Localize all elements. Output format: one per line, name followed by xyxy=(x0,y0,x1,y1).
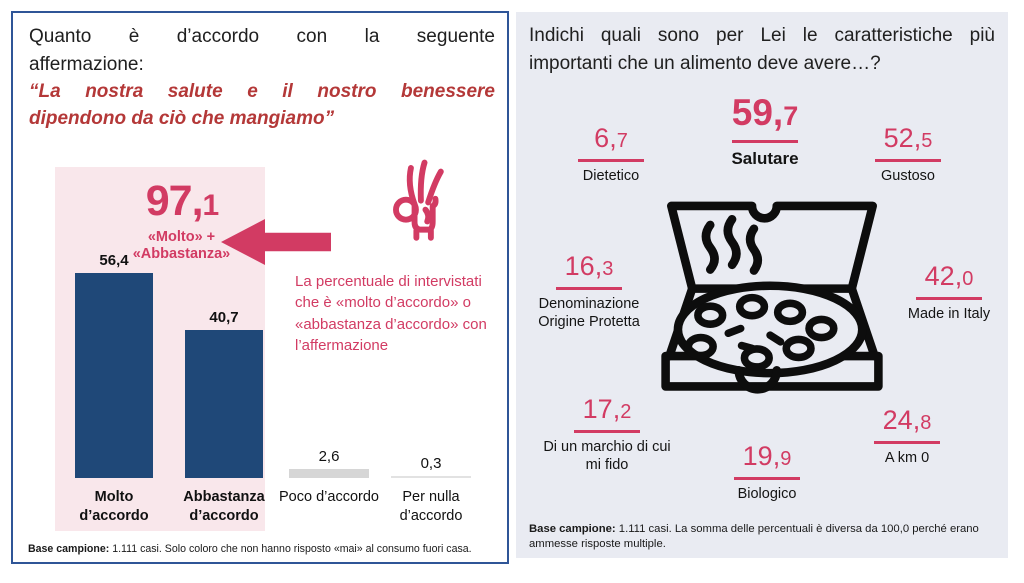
right-title-line1: Indichi quali sono per Lei le caratteris… xyxy=(529,25,995,46)
stat-label: Biologico xyxy=(737,486,797,503)
stat-value: 59,7 xyxy=(650,92,880,133)
right-panel: Indichi quali sono per Lei le caratteris… xyxy=(516,12,1008,558)
bar-rect xyxy=(185,329,263,478)
bar-value-label: 2,6 xyxy=(318,447,340,465)
bar-group-per-nulla: 0,3 xyxy=(391,455,471,478)
stat-value-int: 6, xyxy=(594,123,617,153)
annotation-sublabel-line1: «Molto» + xyxy=(147,229,216,245)
annotation-value-dec: 1 xyxy=(202,189,220,222)
stat-label: Salutare xyxy=(731,148,799,168)
stat-value: 42,0 xyxy=(888,262,1010,290)
stat-value-int: 24, xyxy=(882,405,921,435)
stat-underline xyxy=(556,287,622,291)
stat-item-marchio: 17,2 Di un marchio di cui mi fido xyxy=(538,395,676,475)
bar-group-abbastanza: 40,7 xyxy=(185,309,263,478)
bar-category-label: Abbastanza d’accordo xyxy=(183,489,265,524)
quote-line1: “La nostra salute e il nostro benessere xyxy=(29,81,495,102)
stat-value: 52,5 xyxy=(844,124,972,152)
annotation-sublabel: «Molto» + «Abbastanza» xyxy=(109,229,254,262)
bar-group-poco: 2,6 xyxy=(289,448,369,478)
stat-value: 6,7 xyxy=(546,124,676,152)
stat-label: Dietetico xyxy=(582,168,640,185)
stat-label: Made in Italy xyxy=(907,306,991,323)
stat-underline xyxy=(734,477,800,481)
right-title-line2: importanti che un alimento deve avere…? xyxy=(529,52,881,74)
right-footnote-bold: Base campione: xyxy=(529,522,616,535)
right-panel-title: Indichi quali sono per Lei le caratteris… xyxy=(529,22,995,77)
left-footnote-text: 1.111 casi. Solo coloro che non hanno ri… xyxy=(109,543,472,555)
left-footnote: Base campione: 1.111 casi. Solo coloro c… xyxy=(28,543,498,555)
stat-label: A km 0 xyxy=(884,450,930,467)
bar-group-molto: 56,4 xyxy=(75,252,153,478)
stat-underline xyxy=(732,139,798,143)
ok-hand-icon xyxy=(393,159,444,241)
left-title-line2: affermazione: xyxy=(29,53,144,75)
left-panel-title: Quanto è d’accordo con la seguente affer… xyxy=(29,23,495,78)
bar-category-label: Per nulla d’accordo xyxy=(399,489,463,524)
stat-label: Denominazione Origine Protetta xyxy=(538,296,640,331)
stat-value-int: 16, xyxy=(564,251,603,281)
stat-value-dec: 3 xyxy=(602,258,614,280)
annotation-sublabel-line2: «Abbastanza» xyxy=(132,245,231,262)
stat-value-int: 17, xyxy=(582,394,621,424)
stat-value-int: 59, xyxy=(731,92,784,133)
stat-value-dec: 7 xyxy=(616,130,628,152)
stat-item-biologico: 19,9 Biologico xyxy=(698,442,836,503)
annotation-value-int: 97, xyxy=(145,177,204,225)
stat-value: 17,2 xyxy=(538,395,676,423)
stat-value-dec: 2 xyxy=(620,401,632,423)
bar-rect xyxy=(391,475,471,478)
stat-item-gustoso: 52,5 Gustoso xyxy=(844,124,972,185)
stat-item-a-km-0: 24,8 A km 0 xyxy=(848,406,966,467)
bar-rect xyxy=(75,272,153,478)
stat-underline xyxy=(874,441,940,445)
stat-item-salutare: 59,7 Salutare xyxy=(650,92,880,169)
stat-value: 16,3 xyxy=(518,252,660,280)
annotation-value: 97,1 xyxy=(117,177,247,226)
bar-value-label: 0,3 xyxy=(420,454,442,472)
left-panel: Quanto è d’accordo con la seguente affer… xyxy=(11,11,509,564)
bar-value-label: 56,4 xyxy=(99,251,129,269)
stat-value-dec: 0 xyxy=(962,268,974,290)
bar-value-label: 40,7 xyxy=(209,308,239,326)
bar-category-label: Poco d’accordo xyxy=(279,489,379,505)
stat-item-made-in-italy: 42,0 Made in Italy xyxy=(888,262,1010,323)
stat-value-int: 42, xyxy=(924,261,963,291)
annotation-note: La percentuale di intervistati che è «mo… xyxy=(295,273,487,354)
stat-value: 24,8 xyxy=(848,406,966,434)
stat-value: 19,9 xyxy=(698,442,836,470)
right-footnote: Base campione: 1.111 casi. La somma dell… xyxy=(529,522,999,553)
left-panel-quote: “La nostra salute e il nostro benessere … xyxy=(29,79,495,133)
stat-value-dec: 9 xyxy=(780,448,792,470)
stat-underline xyxy=(574,430,640,434)
stat-value-dec: 5 xyxy=(921,130,933,152)
left-footnote-bold: Base campione: xyxy=(28,543,110,555)
stat-label: Gustoso xyxy=(881,168,935,185)
stat-value-dec: 7 xyxy=(783,101,799,131)
left-title-line1: Quanto è d’accordo con la seguente xyxy=(29,26,495,47)
quote-line2: dipendono da ciò che mangiamo” xyxy=(29,107,335,129)
pizza-box-icon xyxy=(661,201,883,394)
stat-value-dec: 8 xyxy=(920,412,932,434)
stat-item-denominazione-origine-protetta: 16,3 Denominazione Origine Protetta xyxy=(518,252,660,332)
stat-value-int: 52, xyxy=(883,123,922,153)
bar-rect xyxy=(289,468,369,478)
stat-underline xyxy=(578,159,644,163)
stat-value-int: 19, xyxy=(742,441,781,471)
right-footnote-text: 1.111 casi. La somma delle percentuali è… xyxy=(529,522,979,550)
bar-category-label: Molto d’accordo xyxy=(79,489,149,524)
stat-item-dietetico: 6,7 Dietetico xyxy=(546,124,676,185)
stat-underline xyxy=(875,159,941,163)
stat-underline xyxy=(916,297,982,301)
stat-label: Di un marchio di cui mi fido xyxy=(543,439,671,474)
